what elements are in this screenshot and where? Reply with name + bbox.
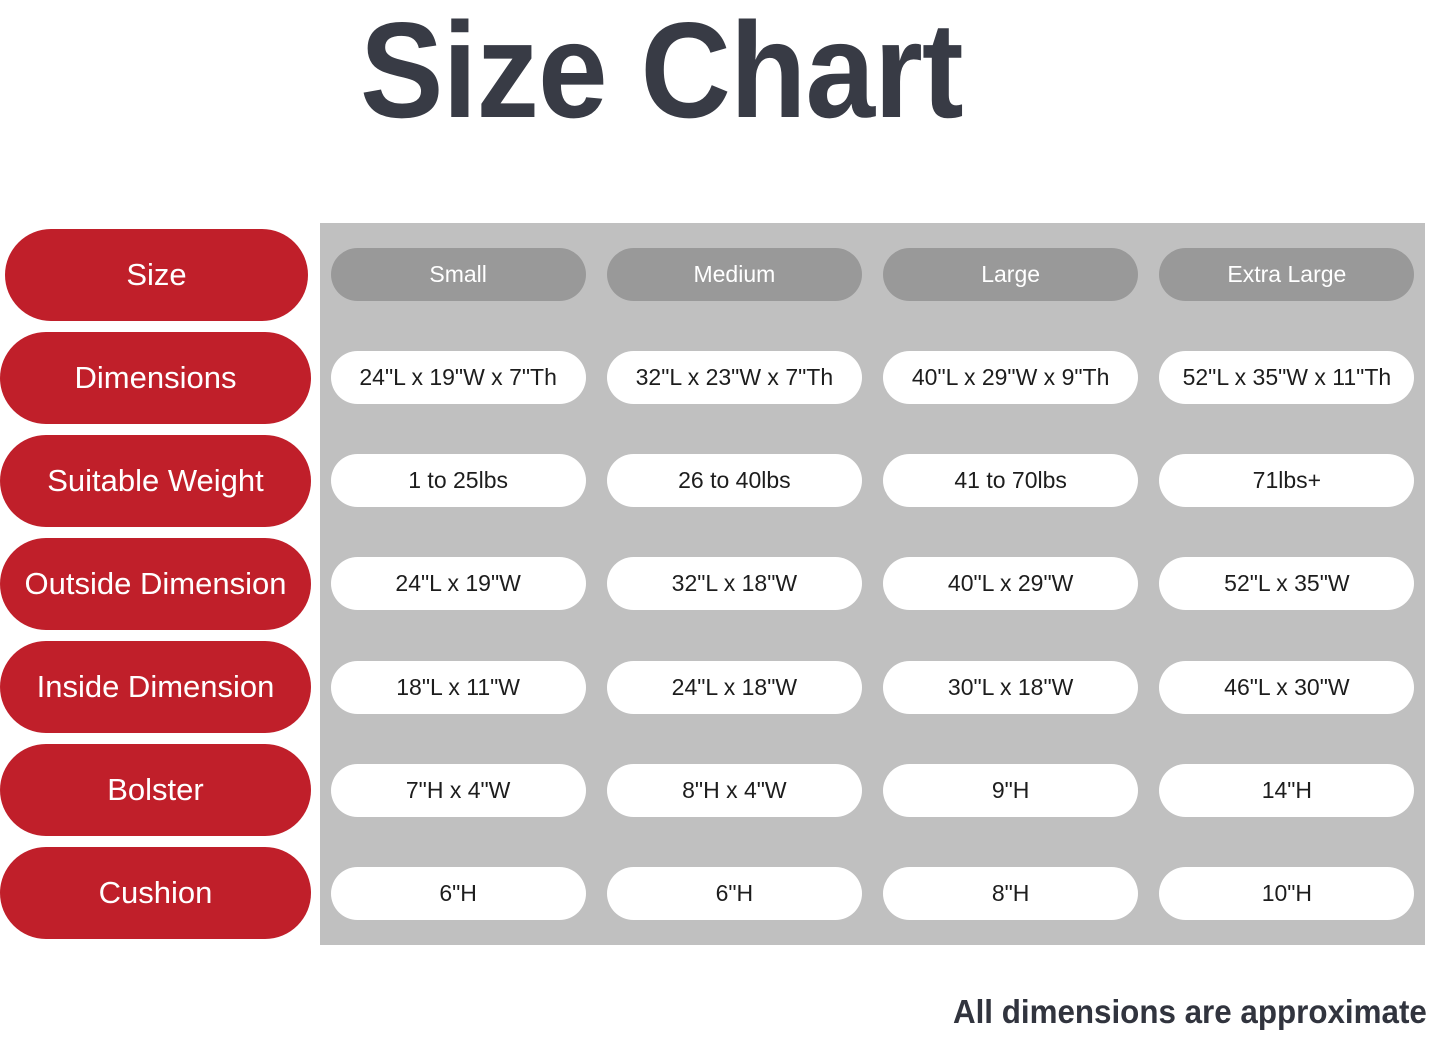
- row-label-bolster: Bolster: [0, 744, 311, 837]
- cell-inside-dimension-large: 30"L x 18"W: [883, 660, 1139, 714]
- cell-bolster-large: 9"H: [883, 763, 1139, 817]
- row-label-dimensions: Dimensions: [0, 331, 311, 424]
- size-chart-table: Small Medium Large Extra Large 24"L x 19"W x…: [320, 223, 1425, 945]
- table-cell-slot: 41 to 70lbs: [873, 429, 1149, 532]
- table-cell-slot: 6"H: [596, 842, 872, 945]
- footnote: All dimensions are approximate: [953, 993, 1427, 1030]
- cell-inside-dimension-small: 18"L x 11"W: [330, 660, 586, 714]
- table-cell-slot: 26 to 40lbs: [596, 429, 872, 532]
- cell-bolster-medium: 8"H x 4"W: [606, 763, 862, 817]
- table-cell-slot: 7"H x 4"W: [320, 739, 596, 842]
- column-header-medium: Medium: [606, 248, 862, 302]
- row-label-outside-dimension: Outside Dimension: [0, 537, 311, 630]
- table-cell-slot: Medium: [596, 223, 872, 326]
- cell-bolster-small: 7"H x 4"W: [330, 763, 586, 817]
- table-cell-slot: 8"H: [873, 842, 1149, 945]
- table-cell-slot: Large: [873, 223, 1149, 326]
- row-label-slot: Bolster: [0, 739, 312, 842]
- table-cell-slot: 1 to 25lbs: [320, 429, 596, 532]
- table-cell-slot: 32"L x 18"W: [596, 532, 872, 635]
- table-cell-slot: Extra Large: [1149, 223, 1425, 326]
- table-cell-slot: 24"L x 18"W: [596, 636, 872, 739]
- row-label-slot: Outside Dimension: [0, 532, 312, 635]
- cell-outside-dimension-medium: 32"L x 18"W: [606, 557, 862, 611]
- cell-cushion-medium: 6"H: [606, 866, 862, 920]
- table-cell-slot: 10"H: [1149, 842, 1425, 945]
- table-cell-slot: 24"L x 19"W: [320, 532, 596, 635]
- row-label-slot: Suitable Weight: [0, 429, 312, 532]
- cell-cushion-extra-large: 10"H: [1159, 866, 1415, 920]
- cell-cushion-small: 6"H: [330, 866, 586, 920]
- cell-dimensions-large: 40"L x 29"W x 9"Th: [883, 351, 1139, 405]
- table-cell-slot: 6"H: [320, 842, 596, 945]
- table-cell-slot: 40"L x 29"W: [873, 532, 1149, 635]
- column-header-small: Small: [330, 248, 586, 302]
- table-cell-slot: 46"L x 30"W: [1149, 636, 1425, 739]
- table-cell-slot: 40"L x 29"W x 9"Th: [873, 326, 1149, 429]
- row-label-slot: Cushion: [0, 842, 312, 945]
- column-header-extra-large: Extra Large: [1159, 248, 1415, 302]
- cell-inside-dimension-extra-large: 46"L x 30"W: [1159, 660, 1415, 714]
- cell-outside-dimension-extra-large: 52"L x 35"W: [1159, 557, 1415, 611]
- table-cell-slot: 24"L x 19"W x 7"Th: [320, 326, 596, 429]
- table-cell-slot: Small: [320, 223, 596, 326]
- table-cell-slot: 52"L x 35"W x 11"Th: [1149, 326, 1425, 429]
- table-cell-slot: 8"H x 4"W: [596, 739, 872, 842]
- row-label-slot: Size: [0, 223, 312, 326]
- table-cell-slot: 30"L x 18"W: [873, 636, 1149, 739]
- cell-suitable-weight-small: 1 to 25lbs: [330, 454, 586, 508]
- row-label-column: Size Dimensions Suitable Weight Outside Dim…: [0, 223, 312, 945]
- row-label-suitable-weight: Suitable Weight: [0, 434, 311, 527]
- cell-dimensions-small: 24"L x 19"W x 7"Th: [330, 351, 586, 405]
- cell-outside-dimension-small: 24"L x 19"W: [330, 557, 586, 611]
- cell-dimensions-medium: 32"L x 23"W x 7"Th: [606, 351, 862, 405]
- cell-cushion-large: 8"H: [883, 866, 1139, 920]
- cell-suitable-weight-extra-large: 71lbs+: [1159, 454, 1415, 508]
- row-label-inside-dimension: Inside Dimension: [0, 641, 311, 734]
- table-cell-slot: 14"H: [1149, 739, 1425, 842]
- page-title: Size Chart: [360, 0, 964, 146]
- table-cell-slot: 32"L x 23"W x 7"Th: [596, 326, 872, 429]
- cell-suitable-weight-medium: 26 to 40lbs: [606, 454, 862, 508]
- cell-inside-dimension-medium: 24"L x 18"W: [606, 660, 862, 714]
- table-cell-slot: 52"L x 35"W: [1149, 532, 1425, 635]
- cell-bolster-extra-large: 14"H: [1159, 763, 1415, 817]
- row-label-cushion: Cushion: [0, 847, 311, 940]
- row-label-size: Size: [5, 228, 308, 321]
- row-label-slot: Inside Dimension: [0, 636, 312, 739]
- cell-suitable-weight-large: 41 to 70lbs: [883, 454, 1139, 508]
- cell-outside-dimension-large: 40"L x 29"W: [883, 557, 1139, 611]
- column-header-large: Large: [883, 248, 1139, 302]
- table-cell-slot: 71lbs+: [1149, 429, 1425, 532]
- table-cell-slot: 9"H: [873, 739, 1149, 842]
- cell-dimensions-extra-large: 52"L x 35"W x 11"Th: [1159, 351, 1415, 405]
- table-cell-slot: 18"L x 11"W: [320, 636, 596, 739]
- row-label-slot: Dimensions: [0, 326, 312, 429]
